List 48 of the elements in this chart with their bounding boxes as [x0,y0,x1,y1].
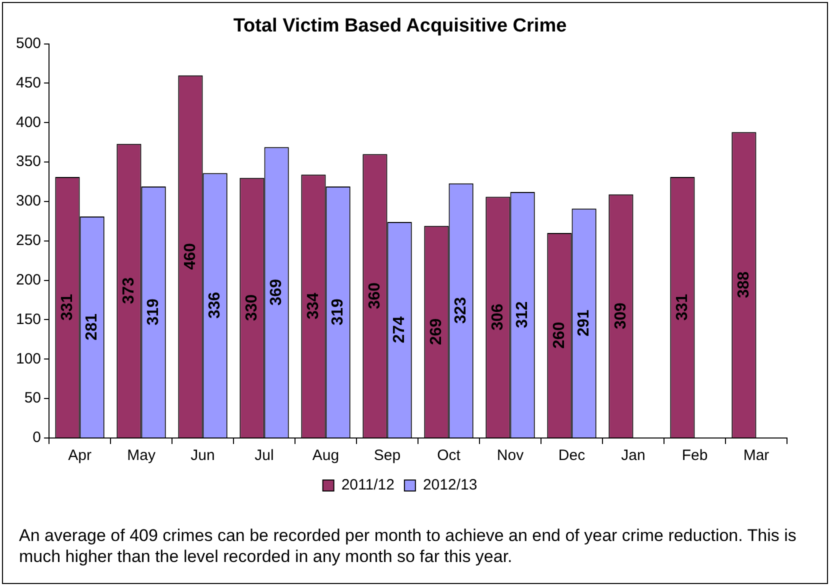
y-tick-label: 500 [16,34,42,52]
data-label: 319 [144,298,162,326]
x-tick-label: Sep [374,447,401,464]
data-label: 388 [735,271,752,298]
data-label: 331 [674,294,691,321]
data-label: 260 [550,322,568,349]
y-tick-label: 150 [16,310,42,328]
y-tick-label: 300 [16,192,42,210]
y-tick-label: 350 [16,153,42,170]
text: An average of 409 crimes can be recorded per month to achieve an end of year crime reduction. This is much higher than the level recorded in any month so far this year. [19,525,798,567]
data-label: 306 [489,304,506,330]
data-label: 334 [304,292,322,320]
chart-title: Total Victim Based Acquisitive Crime [233,16,567,37]
data-label: 281 [83,314,100,340]
y-tick-label: 50 [24,390,42,407]
data-label: 291 [575,310,592,336]
data-label: 460 [182,242,199,270]
y-tick-label: 0 [32,429,42,446]
x-tick-label: Nov [496,447,524,464]
data-label: 373 [120,277,138,304]
data-label: 319 [329,298,346,326]
data-label: 369 [268,278,285,306]
x-tick-label: Mar [743,447,770,464]
x-tick-label: Aug [312,447,340,464]
data-label: 360 [366,282,384,310]
data-label: 269 [428,318,445,346]
data-label: 330 [243,294,260,322]
x-tick-label: Jul [254,447,274,464]
data-label: 331 [58,294,76,321]
data-label: 274 [390,316,408,344]
data-label: 309 [612,302,630,330]
x-tick-label: Jun [190,447,215,464]
x-tick-label: May [127,447,156,464]
data-label: 336 [206,292,224,319]
x-tick-label: Oct [437,447,462,464]
x-tick-label: Feb [682,447,708,464]
y-tick-label: 450 [16,74,42,92]
y-tick-label: 250 [16,232,42,250]
y-tick-label: 400 [16,114,42,131]
data-label: 312 [514,301,531,328]
y-tick-label: 200 [16,271,42,288]
data-label: 323 [452,296,470,324]
legend-label: 2012/13 [422,476,478,494]
x-tick-label: Jan [621,447,646,464]
legend-label: 2011/12 [341,476,394,494]
x-tick-label: Dec [558,447,586,464]
x-tick-label: Apr [68,447,92,464]
y-tick-label: 100 [16,350,42,368]
